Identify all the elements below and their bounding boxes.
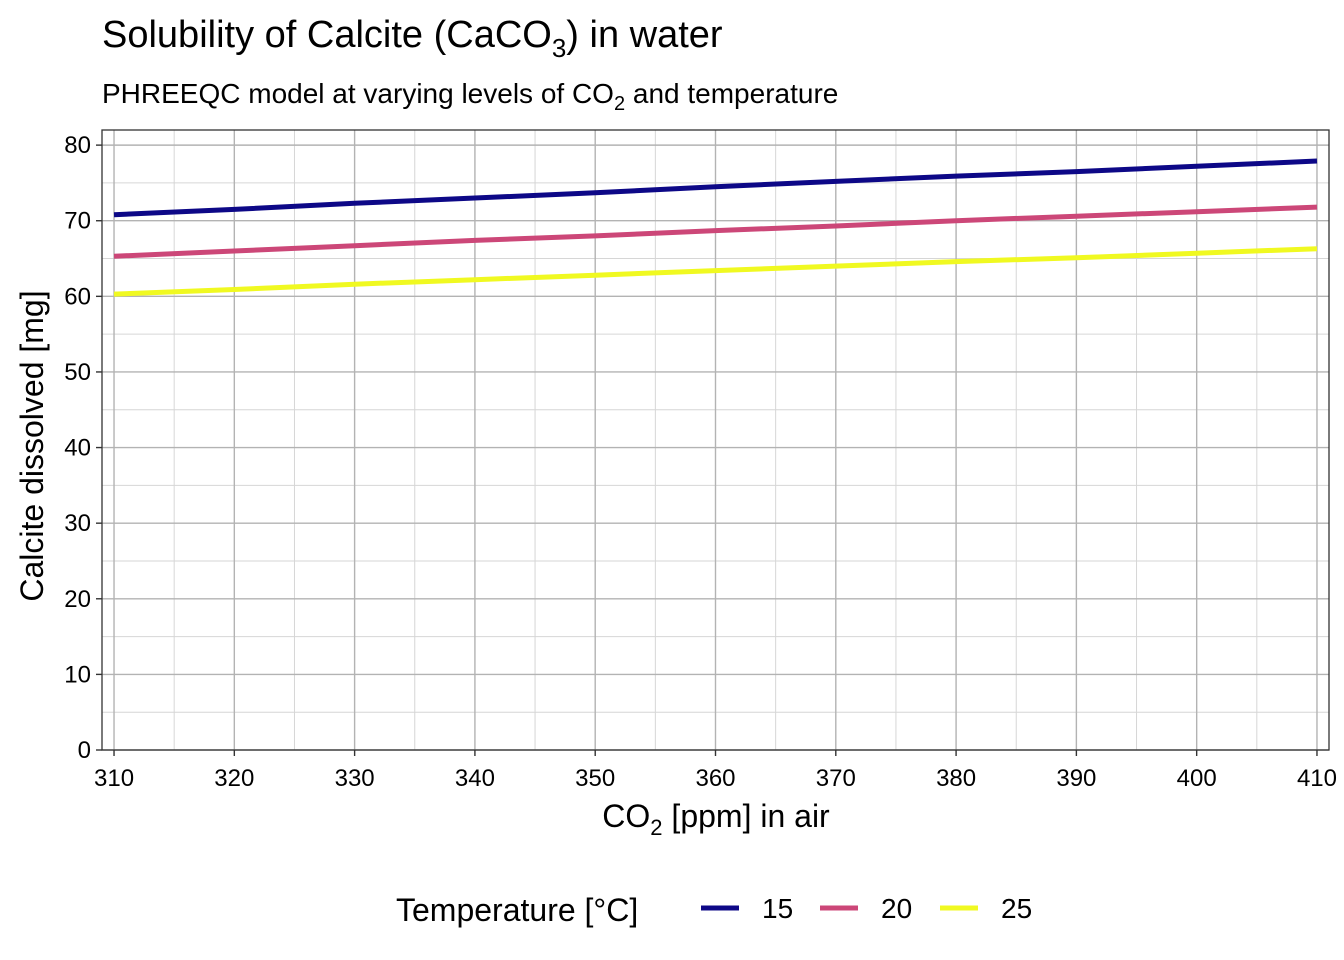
x-tick-label: 380 xyxy=(936,765,976,792)
x-axis: 310 320 330 340 350 360 370 380 390 400 410 xyxy=(94,750,1337,792)
y-tick-label: 20 xyxy=(64,586,91,613)
y-tick-label: 40 xyxy=(64,435,91,462)
series-line-25 xyxy=(113,246,1318,297)
legend: Temperature [°C] 15 20 25 xyxy=(396,892,1032,928)
legend-title: Temperature [°C] xyxy=(396,892,638,928)
x-tick-label: 390 xyxy=(1056,765,1096,792)
x-tick-label: 350 xyxy=(575,765,615,792)
chart-subtitle: PHREEQC model at varying levels of CO2 a… xyxy=(102,78,838,115)
x-tick-label: 370 xyxy=(816,765,856,792)
y-tick-label: 60 xyxy=(64,283,91,310)
series-line-20 xyxy=(113,204,1318,259)
x-tick-label: 400 xyxy=(1177,765,1217,792)
y-tick-label: 50 xyxy=(64,359,91,386)
chart-title: Solubility of Calcite (CaCO3) in water xyxy=(102,14,723,63)
y-tick-label: 30 xyxy=(64,510,91,537)
y-tick-label: 80 xyxy=(64,132,91,159)
y-tick-label: 70 xyxy=(64,208,91,235)
x-tick-label: 330 xyxy=(335,765,375,792)
y-axis: 0 10 20 30 40 50 60 70 80 xyxy=(64,132,102,764)
legend-label-25: 25 xyxy=(1001,893,1032,924)
legend-label-15: 15 xyxy=(762,893,793,924)
legend-label-20: 20 xyxy=(881,893,912,924)
x-tick-label: 360 xyxy=(695,765,735,792)
series-lines xyxy=(113,158,1318,297)
x-tick-label: 410 xyxy=(1297,765,1337,792)
y-tick-label: 0 xyxy=(78,737,91,764)
series-line-15 xyxy=(113,158,1318,218)
x-axis-title: CO2 [ppm] in air xyxy=(602,798,830,840)
x-tick-label: 320 xyxy=(214,765,254,792)
x-tick-label: 340 xyxy=(455,765,495,792)
major-gridlines xyxy=(102,130,1329,751)
y-tick-label: 10 xyxy=(64,661,91,688)
y-axis-title: Calcite dissolved [mg] xyxy=(14,290,50,601)
x-tick-label: 310 xyxy=(94,765,134,792)
